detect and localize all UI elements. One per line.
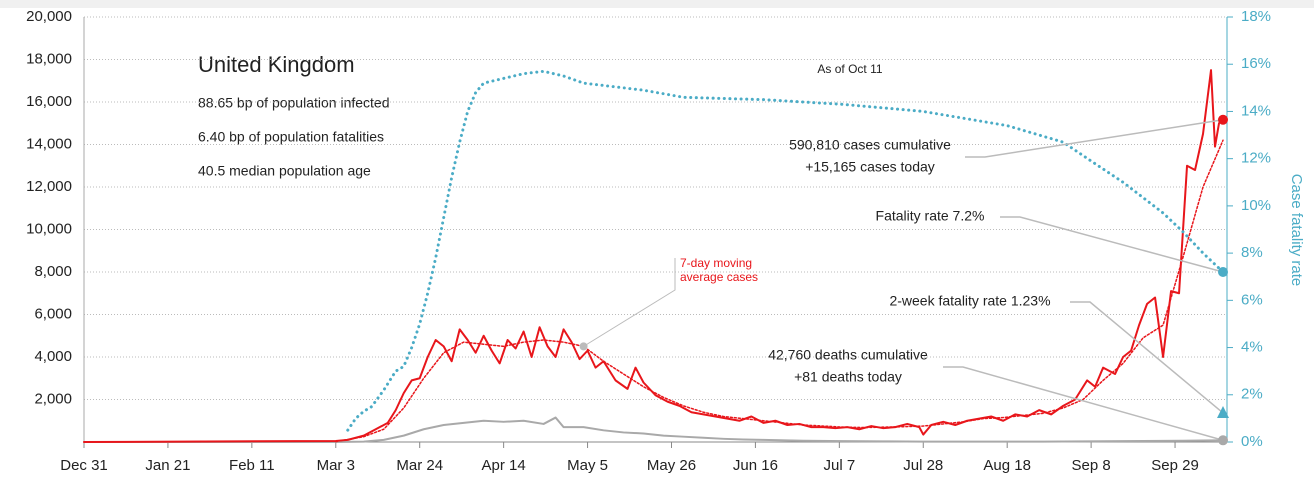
end-marker — [1218, 267, 1229, 277]
y2-axis-label: Case fatality rate — [1288, 174, 1305, 287]
x-tick-label: Mar 24 — [396, 457, 443, 474]
y-tick-label: 18,000 — [26, 50, 72, 67]
top-band — [0, 0, 1314, 8]
series-line — [335, 139, 1224, 443]
callout-text: +15,165 cases today — [805, 159, 935, 175]
leader-line — [583, 258, 676, 347]
x-tick-label: May 26 — [647, 457, 696, 474]
series-line — [346, 69, 1225, 432]
callout-text: 42,760 deaths cumulative — [768, 347, 928, 363]
stat: 88.65 bp of population infected — [198, 95, 390, 111]
y-tick-label: 4,000 — [34, 348, 72, 365]
series-line — [83, 69, 1224, 443]
x-tick-label: Jan 21 — [145, 457, 190, 474]
series-label-box: 7-day moving average cases — [680, 256, 759, 284]
x-tick-label: Jul 7 — [823, 457, 855, 474]
callout-text: 2-week fatality rate 1.23% — [889, 293, 1050, 309]
leader-line — [965, 119, 1224, 158]
y2-tick-label: 4% — [1241, 339, 1263, 356]
x-tick-label: Jul 28 — [903, 457, 943, 474]
x-tick-label: Mar 3 — [317, 457, 355, 474]
y2-tick-label: 14% — [1241, 102, 1271, 119]
x-tick-label: Feb 11 — [229, 457, 275, 474]
x-tick-label: Apr 14 — [482, 457, 526, 474]
y-tick-label: 8,000 — [34, 263, 72, 280]
as-of: As of Oct 11 — [817, 62, 882, 76]
y-tick-label: 6,000 — [34, 305, 72, 322]
stat: 6.40 bp of population fatalities — [198, 129, 384, 145]
y2-tick-label: 2% — [1241, 386, 1263, 403]
series-line — [83, 416, 1224, 443]
x-tick-label: Sep 8 — [1072, 457, 1111, 474]
x-tick-label: Sep 29 — [1151, 457, 1199, 474]
y-tick-label: 20,000 — [26, 8, 72, 25]
leader-line — [1000, 216, 1224, 273]
y-tick-label: 14,000 — [26, 135, 72, 152]
y2-tick-label: 0% — [1241, 433, 1263, 450]
callout-text: 590,810 cases cumulative — [789, 137, 951, 153]
end-marker — [1218, 114, 1229, 125]
y-tick-label: 12,000 — [26, 178, 72, 195]
x-tick-label: Aug 18 — [983, 457, 1031, 474]
y2-tick-label: 6% — [1241, 291, 1263, 308]
callout-text: +81 deaths today — [794, 369, 902, 385]
x-tick-label: Jun 16 — [733, 457, 778, 474]
y-tick-label: 16,000 — [26, 93, 72, 110]
x-tick-label: May 5 — [567, 457, 608, 474]
end-marker — [1218, 435, 1229, 446]
y2-tick-label: 16% — [1241, 55, 1271, 72]
y-tick-label: 2,000 — [34, 390, 72, 407]
leader-line — [943, 366, 1224, 442]
stat: 40.5 median population age — [198, 163, 371, 179]
callout-text: Fatality rate 7.2% — [876, 208, 985, 224]
y-tick-label: 10,000 — [26, 220, 72, 237]
callout-point — [579, 342, 588, 351]
chart-title: United Kingdom — [198, 52, 355, 77]
end-marker — [1217, 405, 1230, 418]
y2-tick-label: 18% — [1241, 8, 1271, 25]
y2-tick-label: 12% — [1241, 150, 1271, 167]
leader-line — [1070, 301, 1224, 414]
x-tick-label: Dec 31 — [60, 457, 108, 474]
y2-tick-label: 10% — [1241, 197, 1271, 214]
series-label: 7-day moving average cases — [680, 256, 759, 284]
y2-tick-label: 8% — [1241, 244, 1263, 261]
